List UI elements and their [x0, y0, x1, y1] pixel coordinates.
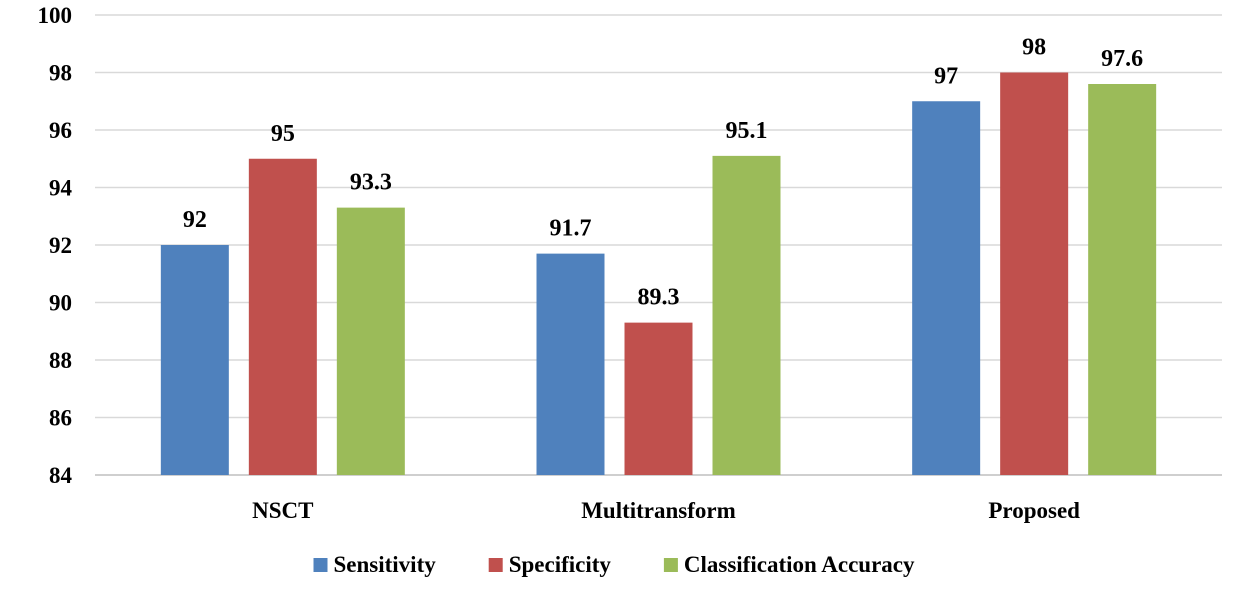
data-label: 92 — [183, 207, 207, 233]
data-label: 95.1 — [726, 118, 768, 144]
data-labels: 92 95 93.3 91.7 89.3 95.1 97 98 97.6 — [183, 35, 1143, 311]
y-tick-label: 86 — [49, 406, 72, 431]
x-category-label: Proposed — [988, 498, 1080, 523]
bars — [160, 72, 1157, 475]
data-label: 98 — [1022, 35, 1046, 61]
bar-multitransform-specificity — [624, 322, 693, 475]
y-tick-label: 88 — [49, 348, 72, 373]
bar-nsct-sensitivity — [160, 245, 229, 475]
x-category-label: Multitransform — [581, 498, 736, 523]
bar-proposed-classification-accuracy — [1088, 84, 1157, 475]
data-label: 95 — [271, 121, 295, 147]
x-category-label: NSCT — [252, 498, 313, 523]
data-label: 97.6 — [1101, 46, 1143, 72]
y-tick-label: 84 — [49, 463, 73, 488]
data-label: 93.3 — [350, 170, 392, 196]
legend-label: Classification Accuracy — [684, 552, 915, 577]
legend-swatch — [313, 558, 328, 572]
legend-swatch — [663, 558, 678, 572]
y-tick-label: 92 — [49, 233, 72, 258]
y-tick-label: 96 — [49, 118, 72, 143]
legend-item-sensitivity: Sensitivity — [313, 552, 437, 577]
legend-label: Specificity — [509, 552, 612, 577]
legend-item-classification-accuracy: Classification Accuracy — [663, 552, 915, 577]
data-label: 97 — [934, 63, 958, 89]
bar-proposed-sensitivity — [912, 101, 981, 475]
bar-multitransform-sensitivity — [536, 253, 605, 475]
y-tick-label: 94 — [49, 176, 73, 201]
legend-swatch — [488, 558, 503, 572]
bar-proposed-specificity — [1000, 72, 1069, 475]
bar-nsct-classification-accuracy — [336, 207, 405, 475]
y-axis-ticks: 84 86 88 90 92 94 96 98 100 — [38, 3, 73, 488]
legend: Sensitivity Specificity Classification Acc… — [313, 552, 915, 577]
legend-item-specificity: Specificity — [488, 552, 612, 577]
legend-label: Sensitivity — [334, 552, 437, 577]
data-label: 91.7 — [550, 216, 592, 242]
y-tick-label: 98 — [49, 61, 72, 86]
y-tick-label: 100 — [38, 3, 73, 28]
x-axis-categories: NSCT Multitransform Proposed — [252, 498, 1080, 523]
bar-nsct-specificity — [248, 158, 317, 475]
data-label: 89.3 — [638, 285, 680, 311]
y-tick-label: 90 — [49, 291, 72, 316]
bar-multitransform-classification-accuracy — [712, 155, 781, 475]
